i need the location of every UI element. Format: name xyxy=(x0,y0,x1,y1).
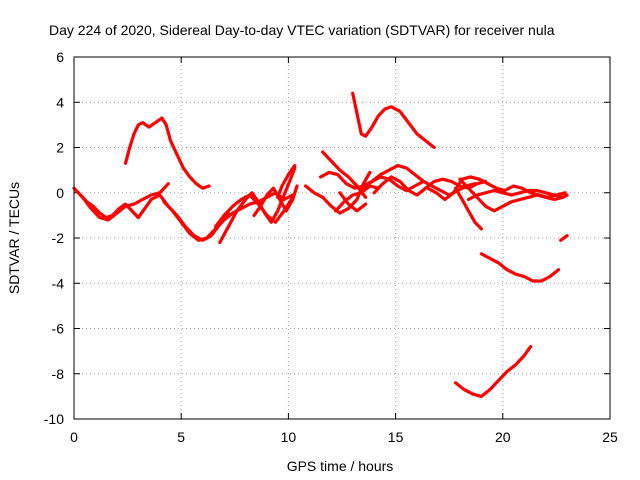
series-track-8 xyxy=(276,164,297,199)
series-track-19 xyxy=(454,186,483,231)
series-track-20 xyxy=(466,188,569,202)
series-track-10 xyxy=(319,164,426,190)
y-axis-label: SDTVAR / TECUs xyxy=(6,182,22,294)
x-tick-label: 10 xyxy=(281,429,297,445)
x-axis-label: GPS time / hours xyxy=(287,458,394,474)
y-tick-label: 0 xyxy=(56,185,64,201)
series-track-1 xyxy=(72,182,170,222)
series-track-21 xyxy=(479,252,561,283)
series-track-23 xyxy=(454,345,533,398)
series-track-14 xyxy=(351,91,436,150)
y-tick-label: -10 xyxy=(44,411,64,427)
y-tick-label: 4 xyxy=(56,94,64,110)
x-tick-label: 25 xyxy=(602,429,618,445)
x-tick-labels: 0 5 10 15 20 25 xyxy=(70,429,618,445)
chart-title: Day 224 of 2020, Sidereal Day-to-day VTE… xyxy=(49,22,555,38)
x-tick-label: 20 xyxy=(495,429,511,445)
y-tick-labels: -10 -8 -6 -4 -2 0 2 4 6 xyxy=(44,49,64,427)
series-track-13 xyxy=(338,191,368,213)
y-tick-label: -8 xyxy=(52,366,65,382)
data-series xyxy=(72,91,569,398)
series-track-3 xyxy=(123,116,211,190)
y-tick-label: -2 xyxy=(52,230,65,246)
grid xyxy=(74,57,610,419)
series-track-11 xyxy=(321,150,368,199)
series-track-22 xyxy=(559,234,569,242)
y-tick-label: -6 xyxy=(52,321,65,337)
x-tick-label: 5 xyxy=(177,429,185,445)
y-tick-label: -4 xyxy=(52,275,65,291)
y-tick-label: 2 xyxy=(56,140,64,156)
series-track-5 xyxy=(213,193,295,229)
x-tick-label: 15 xyxy=(388,429,404,445)
x-tick-label: 0 xyxy=(70,429,78,445)
series-track-12 xyxy=(334,184,380,213)
plot-frame xyxy=(73,56,611,420)
series-track-7 xyxy=(252,184,299,217)
y-tick-label: 6 xyxy=(56,49,64,65)
series-track-18 xyxy=(458,177,565,213)
series-track-4 xyxy=(162,191,295,242)
